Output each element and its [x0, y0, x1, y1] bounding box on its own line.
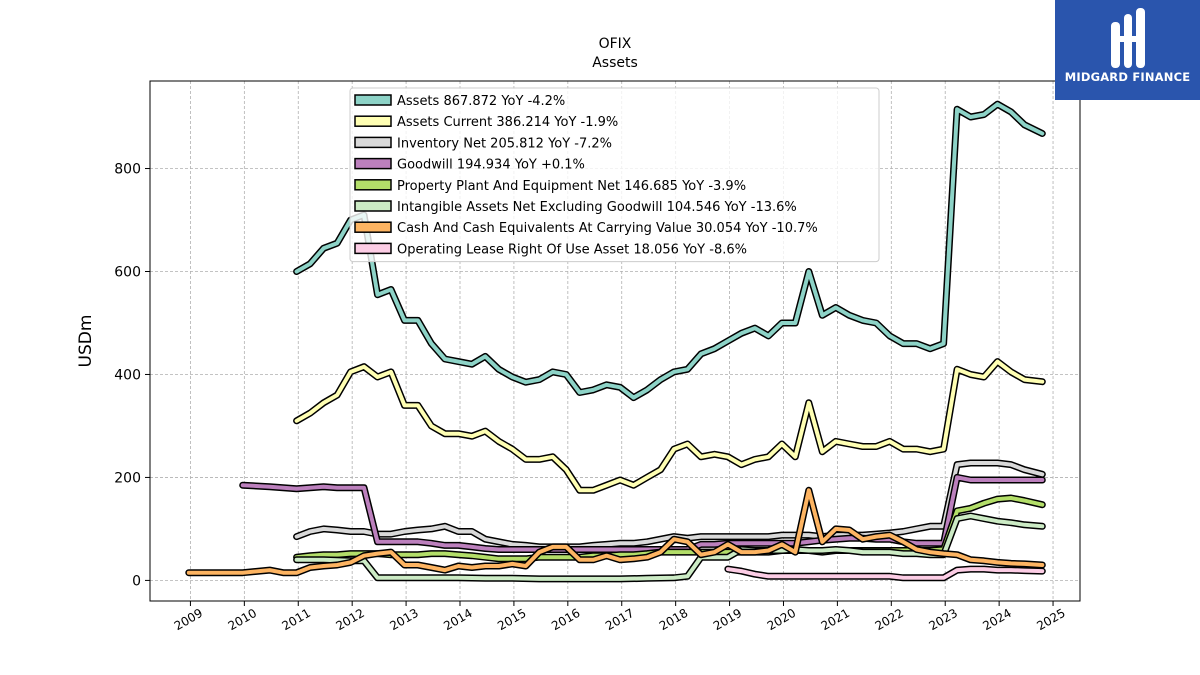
series-2 — [293, 459, 1046, 551]
chart-title: OFIX — [599, 36, 632, 52]
plot-frame — [149, 80, 1081, 602]
series-line — [294, 102, 1045, 400]
x-tick-label: 2011 — [280, 606, 313, 633]
legend-swatch — [354, 221, 392, 233]
y-tick-label: 800 — [114, 162, 141, 178]
y-tick-label: 400 — [114, 367, 141, 383]
series-1 — [293, 358, 1046, 494]
chart-subtitle: Assets — [592, 55, 638, 71]
y-axis-label: USDm — [76, 315, 96, 368]
y-tick-label: 0 — [132, 573, 141, 589]
x-tick-label: 2014 — [441, 606, 474, 633]
x-tick-label: 2016 — [549, 606, 582, 633]
series-line — [186, 488, 1045, 575]
legend-entry: Goodwill 194.934 YoY +0.1% — [397, 158, 585, 173]
legend-swatch — [354, 200, 392, 212]
x-tick-label: 2017 — [603, 606, 636, 633]
x-tick-label: 2018 — [657, 606, 690, 633]
legend-swatch — [354, 136, 392, 149]
legend-box — [349, 87, 880, 263]
x-tick-label: 2022 — [873, 606, 906, 633]
x-tick-label: 2010 — [226, 606, 259, 633]
series-0 — [293, 100, 1046, 402]
legend-swatch — [354, 157, 392, 170]
series-6 — [185, 486, 1046, 577]
x-tick-label: 2009 — [172, 606, 205, 633]
x-tick-label: 2019 — [711, 606, 744, 633]
x-tick-label: 2012 — [333, 606, 366, 633]
legend-entry: Inventory Net 205.812 YoY -7.2% — [397, 136, 612, 151]
legend-swatch — [354, 242, 392, 255]
x-tick-label: 2013 — [387, 606, 420, 633]
series-line — [240, 475, 1045, 552]
legend-swatch — [354, 115, 392, 127]
logo-text: MIDGARD FINANCE — [1064, 70, 1191, 84]
legend-entry: Assets Current 386.214 YoY -1.9% — [397, 115, 618, 130]
legend-entry: Intangible Assets Net Excluding Goodwill… — [397, 200, 797, 215]
legend-swatch — [354, 94, 392, 106]
series-line — [294, 359, 1045, 493]
legend-entry: Operating Lease Right Of Use Asset 18.05… — [397, 242, 747, 257]
series-line — [725, 567, 1045, 580]
legend-entry: Cash And Cash Equivalents At Carrying Va… — [397, 221, 818, 236]
series-line-outline — [293, 358, 1046, 494]
y-tick-label: 200 — [114, 470, 141, 486]
series-line-outline — [293, 459, 1046, 551]
x-tick-label: 2015 — [495, 606, 528, 633]
legend-swatch — [354, 179, 392, 191]
series-line — [294, 461, 1045, 549]
legend: Assets 867.872 YoY -4.2% Assets Current 3… — [349, 87, 880, 263]
x-tick-label: 2025 — [1034, 606, 1067, 633]
x-tick-label: 2024 — [980, 606, 1013, 633]
legend-entry: Property Plant And Equipment Net 146.685… — [397, 179, 746, 194]
y-tick-label: 600 — [114, 264, 141, 280]
series-7 — [724, 565, 1046, 582]
logo-mark-icon — [1111, 8, 1145, 68]
legend-entry: Assets 867.872 YoY -4.2% — [397, 94, 565, 109]
x-tick-label: 2021 — [819, 606, 852, 633]
x-tick-label: 2020 — [765, 606, 798, 633]
series-3 — [239, 473, 1046, 553]
midgard-finance-logo: MIDGARD FINANCE — [1055, 0, 1200, 100]
x-tick-label: 2023 — [926, 606, 959, 633]
series-lines — [185, 100, 1046, 583]
